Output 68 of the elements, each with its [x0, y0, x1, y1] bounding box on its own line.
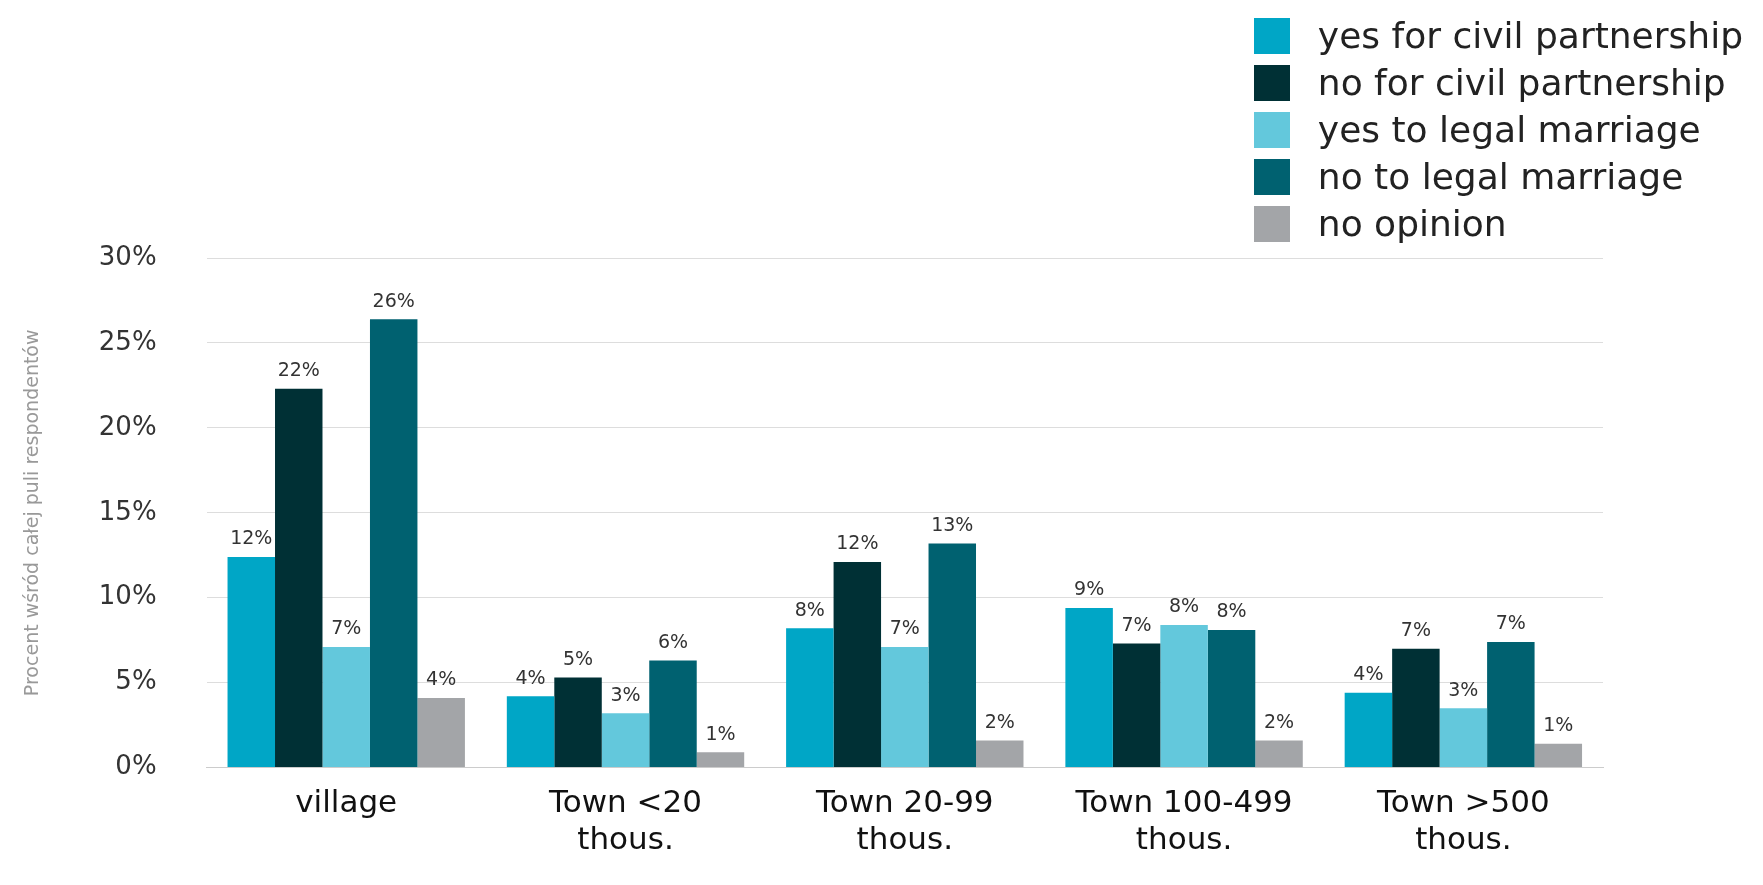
data-label: 5%	[562, 647, 594, 670]
data-label: 1%	[1543, 713, 1574, 736]
data-label: 7%	[331, 616, 362, 639]
bar	[1255, 740, 1303, 768]
y-tick-label: 0%	[115, 750, 157, 781]
data-label: 4%	[515, 665, 546, 688]
bar	[833, 562, 882, 768]
data-label: 3%	[1448, 677, 1479, 700]
bar	[506, 696, 555, 768]
data-label: 8%	[1216, 599, 1247, 622]
legend-label: yes to legal marriage	[1317, 109, 1701, 150]
y-tick-label: 5%	[115, 665, 157, 696]
bar	[275, 388, 323, 768]
data-label: 12%	[230, 526, 273, 549]
data-label: 7%	[1400, 618, 1431, 641]
bar	[322, 647, 370, 768]
legend-label: no for civil partnership	[1317, 62, 1726, 103]
bar	[554, 677, 602, 768]
data-label: 9%	[1074, 577, 1105, 600]
y-tick-label: 15%	[98, 495, 157, 526]
data-label: 2%	[984, 709, 1015, 732]
x-tick-label: village	[295, 783, 398, 820]
bar	[786, 628, 834, 768]
data-label: 2%	[1263, 709, 1295, 732]
bar	[601, 713, 650, 768]
data-label: 7%	[1121, 613, 1152, 636]
x-tick-label: Town 20-99 thous.	[815, 783, 994, 857]
data-label: 4%	[426, 667, 457, 690]
data-label: 3%	[610, 682, 641, 705]
bar	[1207, 630, 1256, 768]
y-tick-label: 10%	[98, 580, 157, 611]
data-label: 7%	[889, 616, 920, 639]
bar	[1160, 624, 1208, 768]
data-label: 7%	[1495, 611, 1526, 634]
data-label: 4%	[1353, 662, 1384, 685]
data-label: 13%	[931, 512, 974, 535]
legend-label: yes for civil partnership	[1317, 15, 1743, 56]
data-label: 6%	[657, 630, 689, 653]
bar	[369, 319, 418, 768]
legend-label: no opinion	[1317, 203, 1507, 244]
bar	[227, 556, 276, 768]
legend-label: no to legal marriage	[1317, 156, 1684, 197]
bar	[881, 647, 929, 768]
bar	[1392, 648, 1440, 768]
y-axis-title: Procent wśród całej puli respondentów	[20, 329, 43, 697]
x-tick-label: Town 100-499 thous.	[1074, 783, 1293, 857]
data-label: 12%	[836, 531, 879, 554]
data-label: 26%	[372, 288, 415, 311]
x-tick-label: Town >500 thous.	[1376, 783, 1550, 857]
bar	[1534, 743, 1583, 768]
data-label: 22%	[277, 358, 320, 381]
bar	[417, 697, 465, 768]
x-tick-label: Town <20 thous.	[548, 783, 702, 857]
bar	[649, 660, 697, 768]
bar	[1487, 641, 1535, 768]
data-label: 1%	[705, 721, 736, 744]
bar	[1112, 643, 1161, 768]
y-tick-label: 30%	[98, 240, 157, 271]
y-tick-label: 20%	[98, 410, 157, 441]
data-label: 8%	[1169, 594, 1200, 617]
bar	[1065, 607, 1113, 768]
data-label: 8%	[794, 597, 825, 620]
bar	[696, 752, 745, 768]
bar	[928, 543, 977, 768]
bar	[1439, 708, 1488, 768]
y-tick-label: 25%	[98, 325, 157, 356]
bar	[976, 740, 1024, 768]
bar	[1344, 692, 1393, 768]
